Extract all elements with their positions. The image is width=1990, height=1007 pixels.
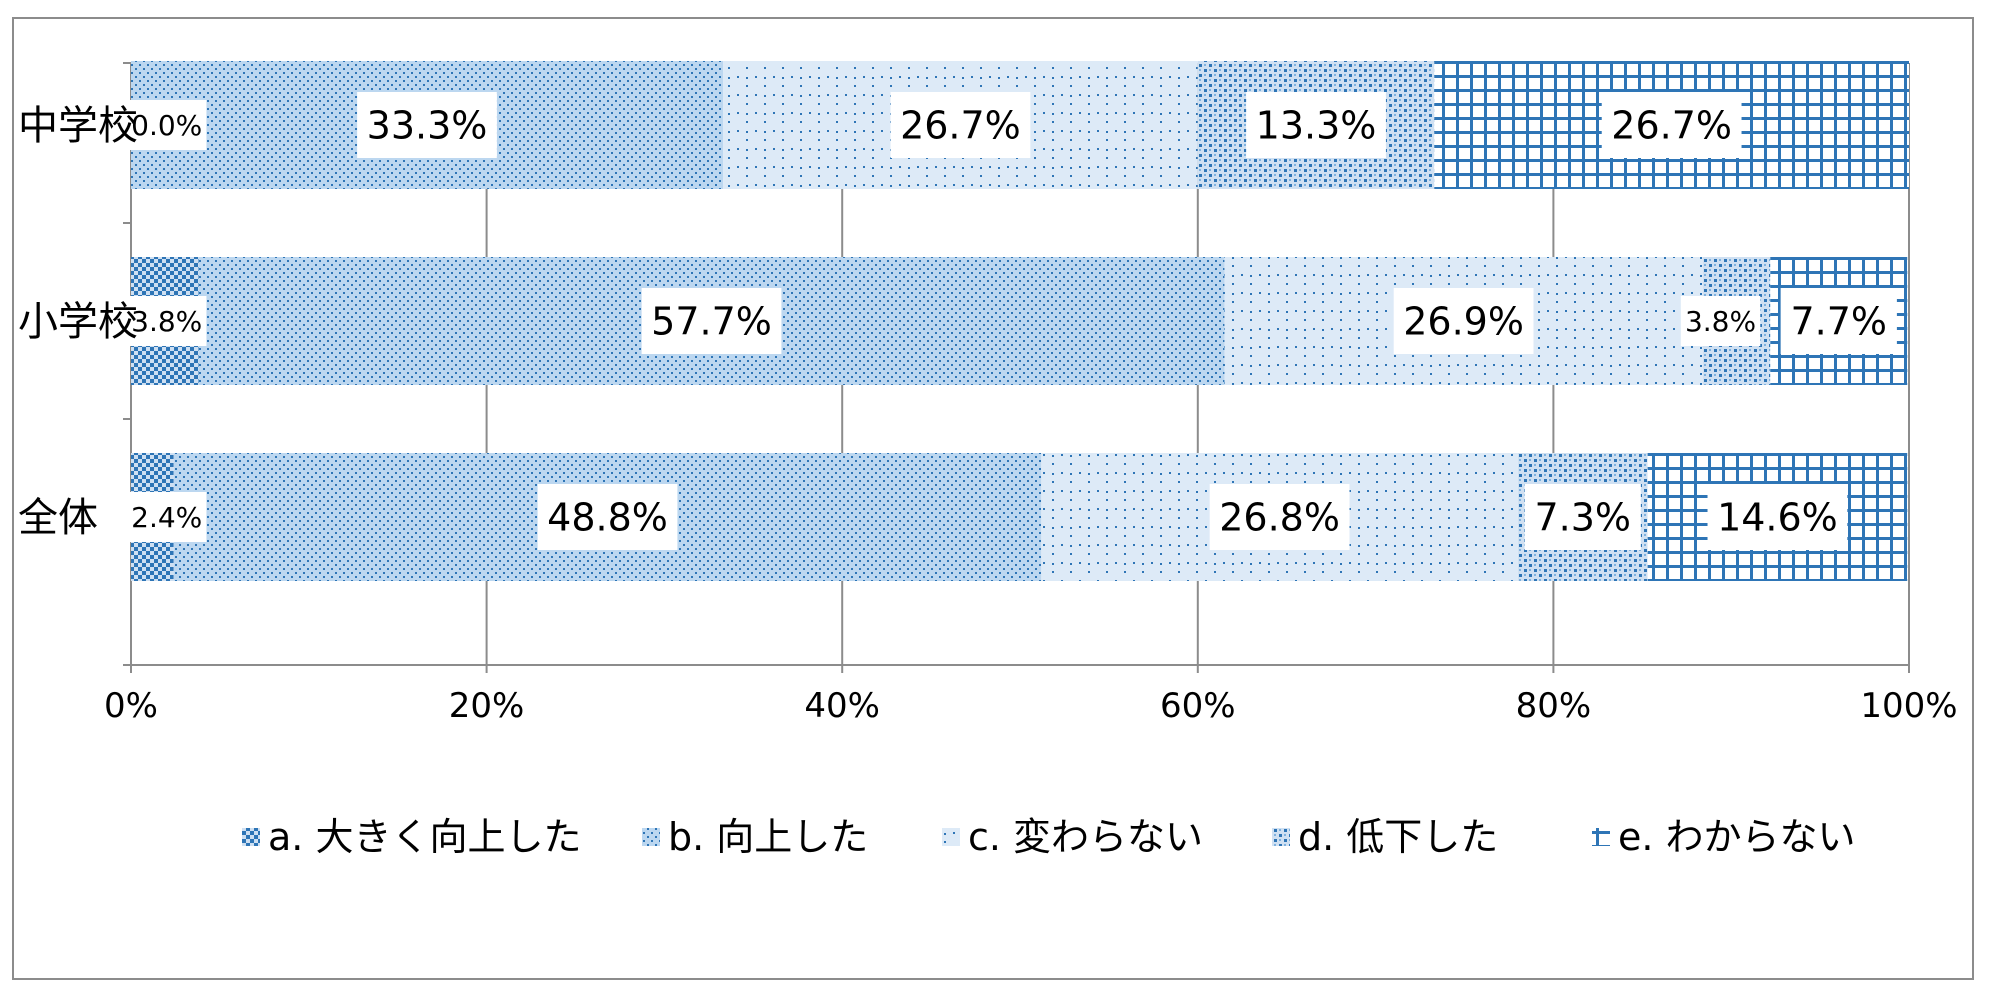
data-label-box bbox=[1393, 288, 1534, 354]
legend-label: d. 低下した bbox=[1298, 815, 1498, 859]
data-label-box bbox=[890, 92, 1031, 158]
x-tick-labels: 0% 20% 40% 60% 80% 100% bbox=[104, 686, 1958, 726]
data-label: 14.6% bbox=[1717, 496, 1838, 540]
data-label: 26.7% bbox=[1611, 104, 1732, 148]
legend-label: e. わからない bbox=[1618, 815, 1856, 859]
legend-label: c. 変わらない bbox=[968, 815, 1203, 859]
x-tick-label: 60% bbox=[1160, 686, 1236, 726]
x-tick-label: 80% bbox=[1516, 686, 1592, 726]
data-label-box bbox=[1246, 92, 1386, 158]
data-label: 3.8% bbox=[1685, 305, 1756, 338]
data-label-box bbox=[537, 484, 678, 550]
chart-frame: 0.0% 33.3% 26.7% 13.3% 26.7% 3.8% 57.7% 26.9% 3.… bbox=[12, 17, 1974, 980]
data-label-box bbox=[127, 296, 207, 346]
data-label: 2.4% bbox=[131, 501, 202, 534]
data-label: 33.3% bbox=[367, 104, 488, 148]
data-label: 13.3% bbox=[1256, 104, 1377, 148]
chart-svg: 0.0% 33.3% 26.7% 13.3% 26.7% 3.8% 57.7% 26.9% 3.… bbox=[18, 61, 1958, 859]
legend-swatch bbox=[642, 828, 660, 846]
data-label: 0.0% bbox=[131, 109, 202, 142]
x-tick-label: 40% bbox=[804, 686, 880, 726]
data-label: 7.7% bbox=[1790, 300, 1887, 344]
legend: a. 大きく向上した b. 向上した c. 変わらない d. 低下した e. わからない bbox=[242, 815, 1856, 859]
data-label: 7.3% bbox=[1534, 496, 1631, 540]
data-label-box bbox=[1707, 484, 1848, 550]
data-label: 57.7% bbox=[651, 300, 772, 344]
data-label-box bbox=[127, 100, 207, 150]
legend-swatch bbox=[242, 828, 260, 846]
x-tick-label: 100% bbox=[1860, 686, 1957, 726]
data-label-box bbox=[1601, 92, 1742, 158]
data-label-box bbox=[1524, 484, 1641, 550]
data-label: 3.8% bbox=[131, 305, 202, 338]
legend-swatch bbox=[942, 828, 960, 846]
data-label-box bbox=[1680, 296, 1761, 346]
legend-label: a. 大きく向上した bbox=[268, 815, 581, 859]
data-label-box bbox=[127, 492, 207, 542]
data-label: 48.8% bbox=[547, 496, 668, 540]
category-label: 小学校 bbox=[18, 299, 138, 345]
category-label: 中学校 bbox=[18, 103, 138, 149]
data-label: 26.9% bbox=[1403, 300, 1524, 344]
legend-label: b. 向上した bbox=[668, 815, 868, 859]
data-label-box bbox=[1780, 288, 1897, 354]
data-label-box bbox=[357, 92, 497, 158]
x-tick-label: 0% bbox=[104, 686, 158, 726]
data-label-box bbox=[641, 288, 782, 354]
data-label: 26.8% bbox=[1219, 496, 1340, 540]
data-label-box bbox=[1209, 484, 1350, 550]
x-tick-label: 20% bbox=[449, 686, 525, 726]
legend-swatch bbox=[1592, 828, 1610, 846]
data-labels: 0.0% 33.3% 26.7% 13.3% 26.7% 3.8% 57.7% 26.9% 3.… bbox=[127, 92, 1897, 550]
data-label: 26.7% bbox=[900, 104, 1021, 148]
category-label: 全体 bbox=[18, 495, 98, 541]
legend-swatch bbox=[1272, 828, 1290, 846]
